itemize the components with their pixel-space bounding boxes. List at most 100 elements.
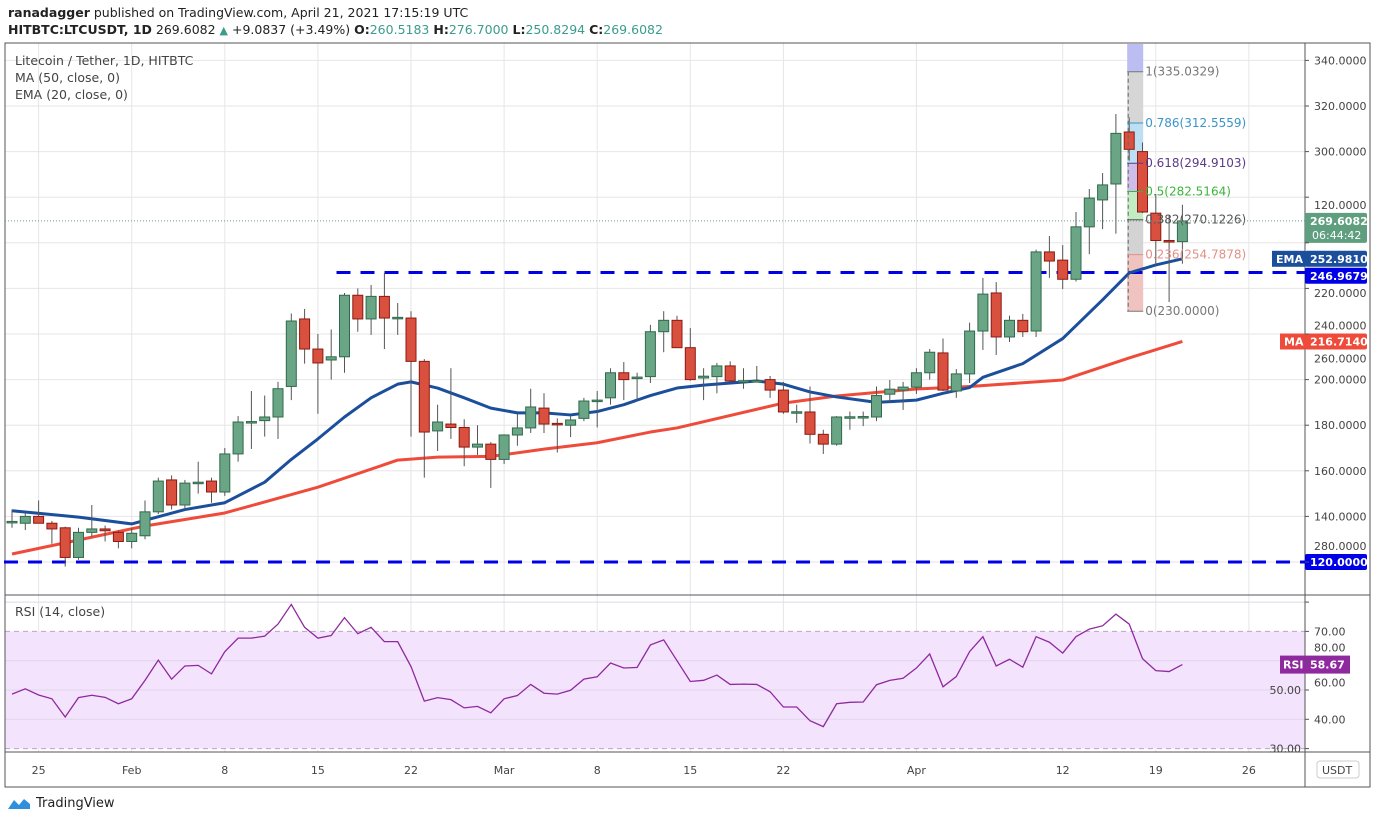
candle bbox=[964, 322, 976, 384]
candle bbox=[924, 349, 936, 380]
time-tick-label: 26 bbox=[1242, 764, 1256, 777]
candle-body bbox=[59, 527, 71, 558]
candle-body bbox=[804, 411, 816, 435]
price-tick-label: 320.0000 bbox=[1314, 100, 1367, 113]
candle bbox=[605, 368, 616, 405]
chart-legend: Litecoin / Tether, 1D, HITBTC MA (50, cl… bbox=[15, 52, 193, 103]
candle bbox=[724, 361, 736, 382]
candle-body bbox=[259, 416, 271, 422]
candle-body bbox=[644, 331, 656, 378]
candle-body bbox=[1070, 226, 1082, 280]
legend-ma[interactable]: MA (50, close, 0) bbox=[15, 70, 121, 85]
candle-body bbox=[365, 295, 377, 320]
candle-body bbox=[86, 528, 98, 533]
candle bbox=[139, 500, 151, 540]
publish-text: published on TradingView.com, April 21, … bbox=[89, 5, 469, 20]
candle bbox=[179, 479, 191, 510]
candle-body bbox=[1123, 131, 1135, 150]
ema20-line bbox=[11, 257, 1183, 526]
candle-body bbox=[777, 389, 789, 413]
currency-badge[interactable]: USDT bbox=[1316, 760, 1360, 779]
fib-level-label: 0.382(270.1226) bbox=[1145, 213, 1246, 227]
price-tick-label: 260.0000 bbox=[1314, 352, 1367, 365]
author-name[interactable]: ranadagger bbox=[8, 5, 90, 20]
candle-body bbox=[179, 482, 191, 506]
rsi-tick-label: 40.00 bbox=[1314, 713, 1346, 726]
candle bbox=[857, 411, 869, 427]
price-tick-label: 220.0000 bbox=[1314, 287, 1367, 300]
rsi-legend[interactable]: RSI (14, close) bbox=[15, 604, 106, 619]
open-label: O: bbox=[354, 22, 370, 37]
countdown-label: 06:44:42 bbox=[1312, 229, 1361, 242]
candle-body bbox=[937, 352, 949, 391]
candle bbox=[392, 302, 404, 335]
candle-body bbox=[299, 318, 311, 350]
tradingview-logo[interactable]: TradingView bbox=[6, 795, 115, 811]
candle bbox=[738, 368, 749, 389]
rsi-tick-label: 60.00 bbox=[1314, 677, 1346, 690]
hline-value-label: 120.0000 bbox=[1310, 556, 1368, 569]
candle bbox=[871, 386, 882, 422]
candle bbox=[591, 391, 603, 428]
candle-body bbox=[152, 480, 164, 513]
fib-band bbox=[1127, 44, 1144, 72]
candle-body bbox=[192, 481, 204, 485]
open-value: 260.5183 bbox=[369, 22, 430, 37]
candle bbox=[86, 505, 98, 537]
candle bbox=[299, 308, 311, 364]
candle bbox=[671, 315, 683, 349]
candle bbox=[1070, 212, 1082, 282]
candle-body bbox=[445, 423, 457, 428]
fib-band bbox=[1127, 71, 1144, 123]
candle-body bbox=[272, 388, 284, 418]
candle bbox=[711, 362, 723, 394]
hline-value-label-box bbox=[1305, 554, 1367, 570]
candle bbox=[485, 442, 497, 488]
price-tick-label: 340.0000 bbox=[1314, 54, 1367, 67]
candle bbox=[312, 334, 324, 414]
fib-level-label: 0.5(282.5164) bbox=[1145, 184, 1231, 198]
time-tick-label: 15 bbox=[311, 764, 325, 777]
ma-value-label: 216.7140 bbox=[1310, 335, 1368, 348]
candle bbox=[126, 527, 138, 549]
candle bbox=[658, 311, 670, 353]
candle bbox=[578, 397, 590, 422]
candle bbox=[565, 416, 577, 438]
candle bbox=[1163, 215, 1175, 303]
price-tick-label: 280.0000 bbox=[1314, 540, 1367, 553]
candle-body bbox=[1137, 151, 1148, 213]
ema-name: EMA bbox=[1276, 253, 1303, 266]
candle bbox=[525, 388, 537, 433]
candle bbox=[1004, 315, 1015, 342]
candle bbox=[259, 395, 271, 437]
candle-body bbox=[1030, 251, 1042, 332]
legend-ema[interactable]: EMA (20, close, 0) bbox=[15, 87, 128, 102]
candle-body bbox=[73, 531, 84, 558]
candle bbox=[112, 530, 124, 549]
candle-body bbox=[139, 511, 151, 537]
candle-body bbox=[498, 434, 510, 460]
candle bbox=[352, 288, 364, 332]
candle bbox=[6, 509, 18, 528]
candle bbox=[418, 359, 430, 478]
candle bbox=[472, 425, 483, 455]
candle-body bbox=[19, 515, 31, 524]
rsi-value-label: 58.67 bbox=[1310, 659, 1345, 672]
candle-body bbox=[1083, 197, 1095, 228]
candle-body bbox=[844, 416, 856, 419]
candle bbox=[1137, 142, 1148, 214]
candle bbox=[897, 381, 909, 410]
ma-name-label-box bbox=[1280, 333, 1305, 350]
fib-level-label: 0.786(312.5559) bbox=[1145, 116, 1246, 130]
rsi-value-box bbox=[1305, 655, 1350, 674]
candle-body bbox=[591, 399, 603, 403]
candle bbox=[817, 429, 829, 454]
candle-body bbox=[1057, 259, 1069, 280]
candle bbox=[764, 375, 776, 398]
candle bbox=[1083, 188, 1095, 255]
candle-body bbox=[964, 330, 976, 375]
high-label: H: bbox=[433, 22, 449, 37]
fib-level-label: 0.236(254.7878) bbox=[1145, 248, 1246, 262]
candle bbox=[538, 393, 550, 433]
